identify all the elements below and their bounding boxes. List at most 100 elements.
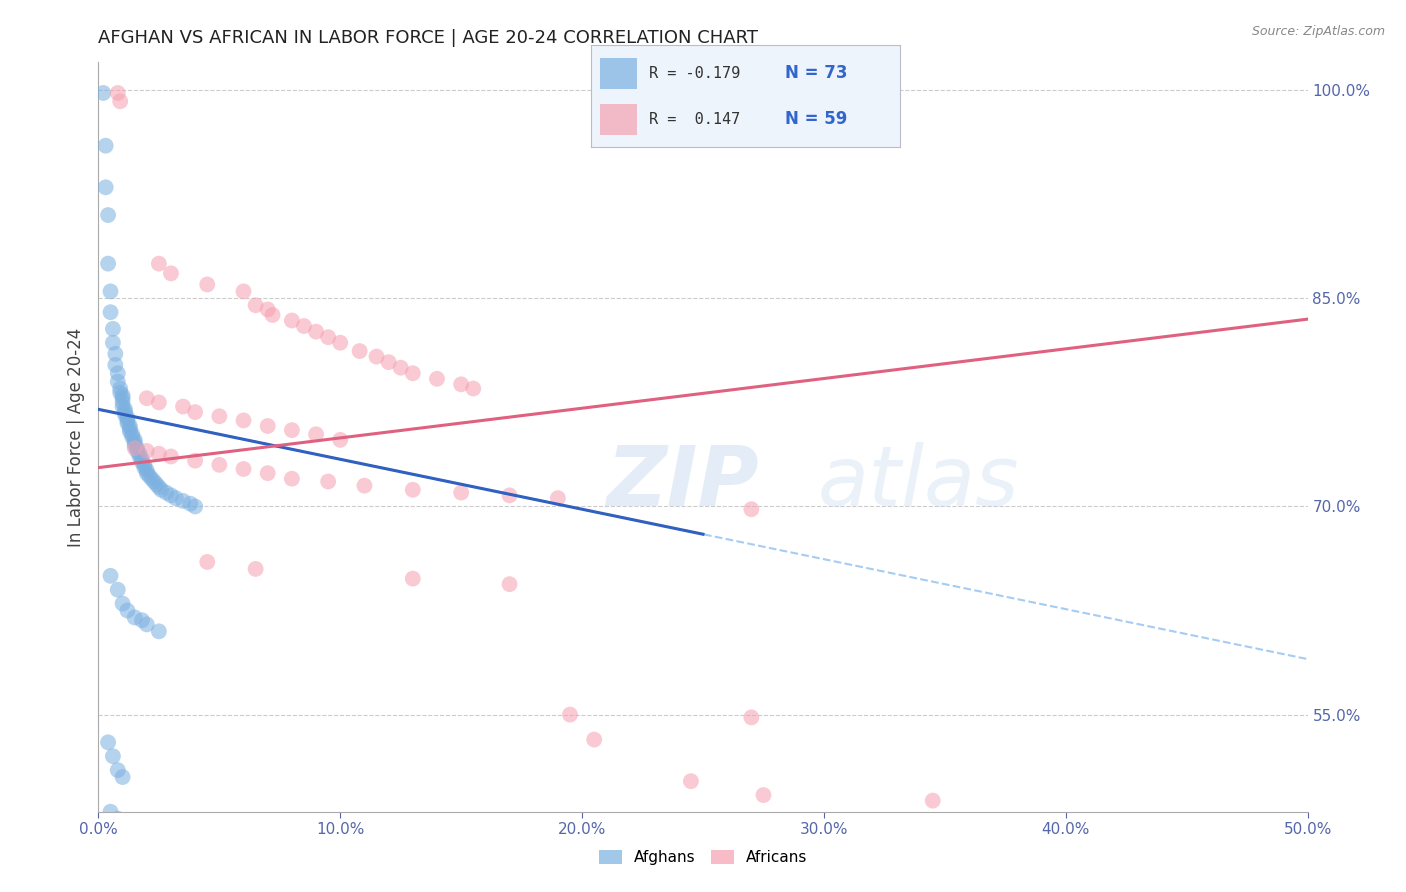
Point: [463, 382, 485, 396]
Legend: Afghans, Africans: Afghans, Africans: [592, 844, 814, 871]
Point: [135, 444, 157, 458]
Point: [179, 497, 201, 511]
Point: [118, 425, 141, 439]
Point: [100, 805, 122, 819]
Point: [131, 455, 153, 469]
Point: [353, 478, 375, 492]
Text: N = 73: N = 73: [786, 64, 848, 82]
Point: [134, 458, 156, 472]
Point: [583, 732, 606, 747]
Point: [450, 377, 472, 392]
Point: [752, 788, 775, 802]
Point: [100, 285, 122, 299]
Point: [679, 774, 702, 789]
Text: AFGHAN VS AFRICAN IN LABOR FORCE | AGE 20-24 CORRELATION CHART: AFGHAN VS AFRICAN IN LABOR FORCE | AGE 2…: [98, 29, 758, 47]
Point: [107, 375, 129, 389]
Point: [121, 427, 143, 442]
Point: [184, 453, 207, 467]
Point: [232, 462, 254, 476]
Point: [108, 382, 131, 396]
Point: [402, 366, 425, 380]
Point: [402, 572, 425, 586]
Point: [114, 408, 136, 422]
Point: [329, 433, 352, 447]
Point: [135, 391, 157, 405]
Point: [740, 710, 762, 724]
Point: [108, 95, 131, 109]
Point: [740, 502, 762, 516]
Point: [160, 450, 183, 464]
Point: [547, 491, 569, 505]
Point: [498, 488, 520, 502]
Point: [172, 494, 194, 508]
Point: [426, 372, 449, 386]
Point: [921, 794, 943, 808]
Point: [160, 488, 183, 502]
Point: [117, 416, 139, 430]
Point: [107, 366, 129, 380]
Point: [389, 360, 412, 375]
Point: [111, 597, 134, 611]
Point: [305, 325, 328, 339]
Point: [124, 435, 146, 450]
Point: [148, 257, 170, 271]
Point: [100, 569, 122, 583]
Point: [316, 475, 339, 489]
Point: [135, 463, 157, 477]
Point: [305, 427, 328, 442]
Point: [124, 819, 146, 833]
Text: N = 59: N = 59: [786, 111, 848, 128]
Point: [131, 452, 153, 467]
Point: [135, 825, 157, 839]
Point: [101, 749, 124, 764]
Point: [245, 562, 267, 576]
Point: [558, 707, 581, 722]
Point: [184, 405, 207, 419]
Point: [143, 475, 166, 489]
Point: [450, 485, 472, 500]
Point: [111, 388, 134, 402]
Point: [108, 385, 131, 400]
Point: [232, 285, 254, 299]
Point: [232, 413, 254, 427]
Point: [316, 330, 339, 344]
Point: [94, 138, 117, 153]
Point: [256, 419, 278, 434]
Point: [97, 208, 120, 222]
Point: [256, 302, 278, 317]
Point: [148, 624, 170, 639]
Point: [148, 447, 170, 461]
Point: [498, 577, 520, 591]
Point: [135, 466, 157, 480]
Point: [121, 430, 143, 444]
Point: [208, 409, 231, 424]
Point: [91, 86, 114, 100]
Point: [134, 460, 156, 475]
Point: [141, 472, 163, 486]
Point: [195, 555, 218, 569]
Point: [107, 582, 129, 597]
Point: [104, 347, 127, 361]
Point: [111, 391, 134, 405]
Y-axis label: In Labor Force | Age 20-24: In Labor Force | Age 20-24: [66, 327, 84, 547]
Point: [160, 266, 183, 280]
Point: [124, 441, 146, 455]
Point: [111, 400, 134, 414]
Point: [148, 395, 170, 409]
Point: [195, 277, 218, 292]
Point: [184, 500, 207, 514]
Point: [208, 458, 231, 472]
Point: [118, 422, 141, 436]
Point: [148, 480, 170, 494]
Point: [101, 322, 124, 336]
Point: [97, 257, 120, 271]
Point: [124, 438, 146, 452]
Point: [135, 617, 157, 632]
Text: R = -0.179: R = -0.179: [650, 66, 741, 81]
Point: [127, 444, 149, 458]
Point: [128, 450, 150, 464]
Point: [107, 812, 129, 826]
Point: [107, 763, 129, 777]
Point: [128, 447, 150, 461]
Point: [118, 419, 141, 434]
